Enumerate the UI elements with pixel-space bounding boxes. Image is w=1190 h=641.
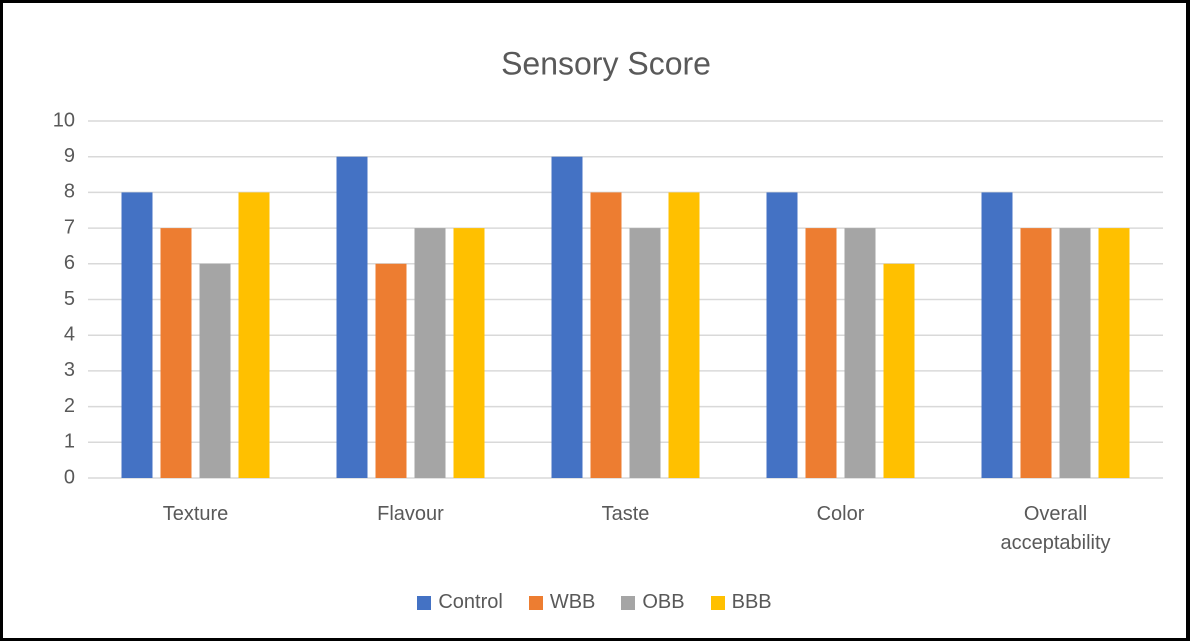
x-tick-label: Taste <box>601 503 650 525</box>
bar <box>336 156 368 478</box>
bar <box>766 192 798 478</box>
bar <box>1059 228 1091 478</box>
legend-swatch <box>528 595 543 610</box>
bar <box>883 263 915 478</box>
bar <box>238 192 270 478</box>
y-tick-label: 1 <box>64 431 75 453</box>
bar <box>160 228 192 478</box>
legend-label: Control <box>438 591 503 613</box>
y-tick-label: 7 <box>64 216 75 238</box>
legend-swatch <box>710 595 725 610</box>
bar <box>590 192 622 478</box>
y-tick-label: 6 <box>64 252 75 274</box>
bar <box>668 192 700 478</box>
y-tick-label: 8 <box>64 181 75 203</box>
legend-entry: OBB <box>621 591 685 614</box>
y-tick-label: 0 <box>64 466 75 488</box>
legend-entry: WBB <box>528 591 596 614</box>
bar <box>414 228 446 478</box>
bar <box>551 156 583 478</box>
chart-title: Sensory Score <box>501 45 711 81</box>
legend-label: OBB <box>642 591 685 613</box>
legend-entry: Control <box>417 591 503 614</box>
bar <box>121 192 153 478</box>
y-tick-label: 3 <box>64 359 75 381</box>
legend-swatch <box>621 595 636 610</box>
legend: Control WBB OBB BBB <box>3 591 1186 614</box>
bar <box>1098 228 1130 478</box>
legend-entry: BBB <box>710 591 772 614</box>
y-tick-label: 5 <box>64 288 75 310</box>
bar <box>805 228 837 478</box>
chart: Sensory Score 0 1 2 3 4 5 6 7 8 9 10 <box>53 45 1163 488</box>
bar <box>844 228 876 478</box>
bar <box>981 192 1013 478</box>
x-tick-label: Texture <box>162 503 229 525</box>
bar <box>1020 228 1052 478</box>
legend-label: WBB <box>549 591 596 613</box>
legend-swatch <box>417 595 432 610</box>
bar <box>375 263 407 478</box>
y-tick-label: 2 <box>64 395 75 417</box>
x-tick-label: Color <box>816 503 865 525</box>
x-tick-label: Flavour <box>377 503 444 525</box>
x-tick-label: Overall acceptability <box>1000 503 1111 554</box>
y-tick-label: 4 <box>64 323 75 345</box>
legend-label: BBB <box>731 591 772 613</box>
y-tick-label: 9 <box>64 145 75 167</box>
bar <box>629 228 661 478</box>
y-tick-label: 10 <box>53 109 75 131</box>
bar <box>453 228 485 478</box>
bar <box>199 263 231 478</box>
